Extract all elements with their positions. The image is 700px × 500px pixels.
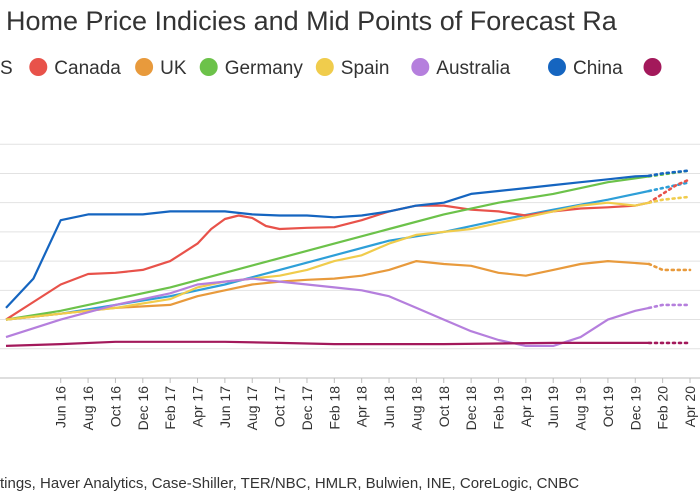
series-forecast-canada — [647, 178, 692, 204]
grid — [0, 143, 700, 350]
series-line-germany — [5, 175, 650, 321]
legend-label-australia: Australia — [436, 58, 510, 79]
chart-title: Home Price Indicies and Mid Points of Fo… — [6, 6, 618, 36]
legend: S Canada UK Germany Spain Australia China — [0, 58, 662, 79]
legend-marker-uk — [135, 58, 154, 76]
x-axis: Jun 16 Aug 16 Oct 16 Dec 16 Feb 17 Apr 17 Jun … — [0, 377, 700, 431]
x-tick-label: Dec 18 — [463, 386, 479, 431]
x-tick-label: Dec 17 — [299, 386, 315, 431]
x-tick-label: Oct 18 — [436, 386, 452, 427]
x-tick-label: Feb 19 — [490, 386, 506, 430]
series-line-spain — [5, 201, 650, 321]
legend-label-uk: UK — [160, 58, 187, 79]
x-tick-label: Jun 17 — [217, 386, 233, 428]
legend-marker-australia — [411, 58, 430, 76]
series-line-australia — [5, 277, 650, 347]
x-tick-label: Aug 18 — [408, 386, 424, 431]
legend-marker-spain — [315, 58, 334, 76]
legend-label-s: S — [0, 58, 13, 79]
x-tick-label: Apr 19 — [518, 386, 534, 427]
series-forecast-us — [647, 180, 692, 193]
legend-marker-canada — [29, 58, 48, 76]
x-tick-label: Oct 16 — [107, 386, 123, 427]
x-tick-label: Oct 19 — [600, 386, 616, 427]
x-tick-label: Jun 16 — [53, 386, 69, 428]
x-tick-label: Jun 19 — [545, 386, 561, 428]
series-forecast-spain — [647, 195, 692, 204]
legend-marker-germany — [199, 58, 218, 76]
x-tick-label: Jun 18 — [381, 386, 397, 428]
source-note: tings, Haver Analytics, Case-Shiller, TE… — [0, 475, 579, 492]
legend-label-spain: Spain — [341, 58, 390, 79]
x-tick-label: Oct 17 — [272, 386, 288, 427]
series-line-china — [5, 174, 650, 309]
x-tick-label: Apr 17 — [190, 386, 206, 427]
x-tick-label: Aug 16 — [80, 386, 96, 431]
legend-marker-china — [548, 58, 566, 76]
x-tick-label: Feb 17 — [162, 386, 178, 430]
x-tick-label: Aug 17 — [244, 386, 260, 431]
x-tick-label: Dec 19 — [627, 386, 643, 431]
legend-label-china: China — [573, 58, 623, 79]
series-layer — [5, 169, 692, 347]
series-line-us — [5, 189, 650, 321]
x-tick-label: Feb 18 — [326, 386, 342, 430]
series-forecast-uk — [647, 262, 692, 272]
series-forecast-australia — [647, 303, 692, 310]
x-tick-label: Feb 20 — [655, 386, 671, 430]
x-tick-label: Aug 19 — [573, 386, 589, 431]
legend-label-germany: Germany — [225, 58, 304, 79]
series-forecast-china — [647, 169, 692, 178]
series-line-uk — [5, 260, 650, 321]
series-line-other — [5, 340, 649, 347]
legend-label-canada: Canada — [54, 58, 121, 79]
x-tick-label: Apr 18 — [354, 386, 370, 427]
x-tick-label: Apr 20 — [682, 386, 698, 427]
legend-marker-other — [643, 58, 662, 76]
x-tick-label: Dec 16 — [135, 386, 151, 431]
